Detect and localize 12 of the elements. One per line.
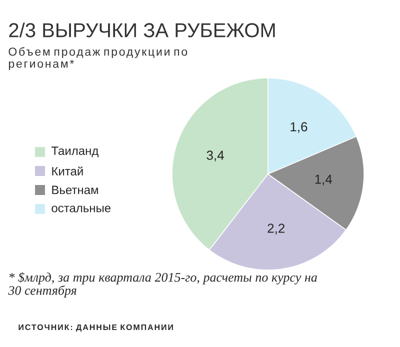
legend-label: Вьетнам xyxy=(52,186,98,194)
data-label: 3,4 xyxy=(206,150,224,162)
legend-label: остальные xyxy=(52,206,111,212)
legend-label: Таиланд xyxy=(51,146,98,158)
chart-title: 2/3 ВЫРУЧКИ ЗА РУБЕЖОМ xyxy=(9,22,275,38)
data-label: 1,4 xyxy=(315,174,332,186)
text: * $млрд, за три квартала 2015-го, расчеты по курсу на 30 сентября xyxy=(8,272,317,298)
data-label: 2,2 xyxy=(268,224,284,234)
chart-subtitle: Объем продаж продукции по регионам* xyxy=(8,47,188,70)
text: ИСТОЧНИК: ДАННЫЕ КОМПАНИИ xyxy=(18,324,173,332)
data-label: 1,6 xyxy=(290,122,308,133)
legend-label: Китай xyxy=(52,166,83,176)
